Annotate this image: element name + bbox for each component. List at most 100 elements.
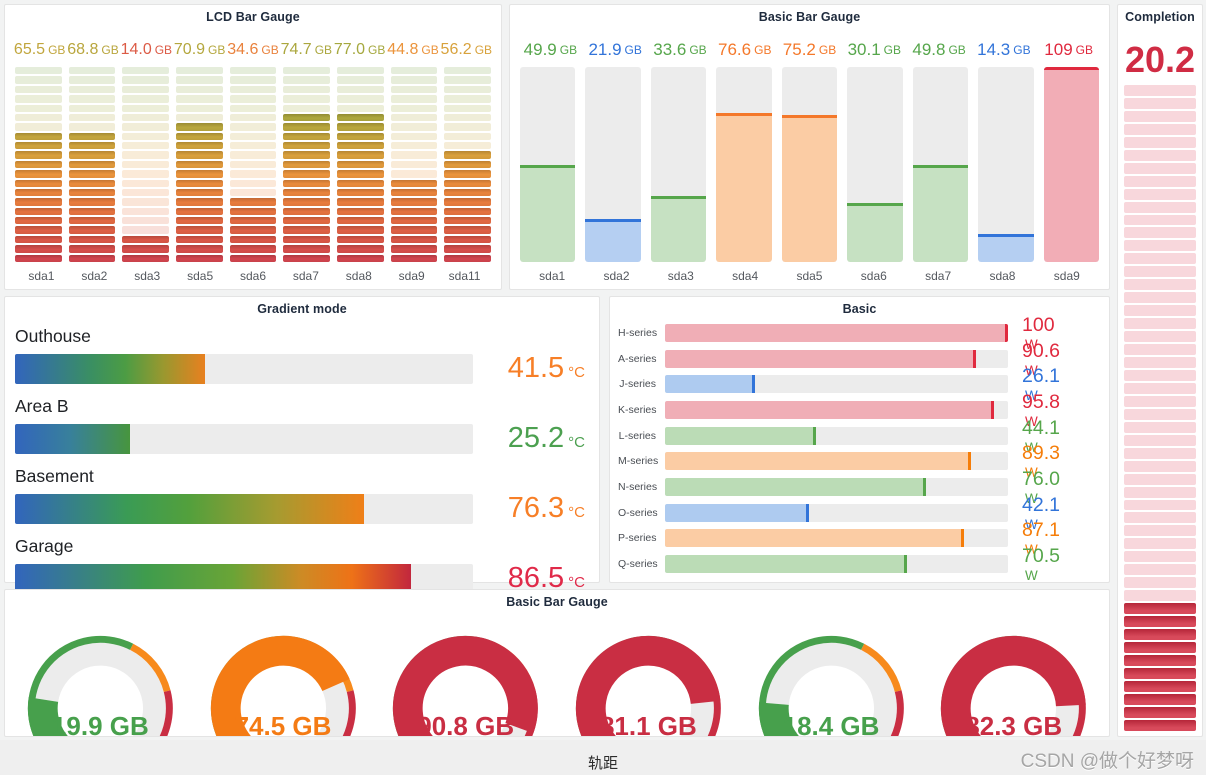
lcd-cell bbox=[283, 179, 331, 187]
panel-title-basic-bar-gauge-circular[interactable]: Basic Bar Gauge bbox=[506, 595, 608, 609]
basic-h-fill bbox=[665, 349, 976, 368]
basic-h-value-unit: W bbox=[1025, 388, 1038, 404]
gauge-arc bbox=[393, 635, 539, 736]
completion-cell bbox=[1124, 292, 1196, 304]
gradient-rows: Outhouse 41.5 °C Area B 25.2 °C Basement 76.3 °C… bbox=[15, 321, 591, 594]
lcd-cell bbox=[68, 226, 116, 234]
lcd-value-number: 56.2 bbox=[440, 41, 472, 58]
panel-title-lcd-bar-gauge[interactable]: LCD Bar Gauge bbox=[206, 10, 300, 24]
lcd-bar-column bbox=[68, 67, 116, 262]
lcd-cell bbox=[122, 151, 170, 159]
completion-cell bbox=[1124, 473, 1196, 485]
basic-h-value-unit: W bbox=[1025, 337, 1038, 352]
lcd-bar-column bbox=[176, 67, 223, 262]
lcd-cell bbox=[68, 170, 116, 178]
basic-bar-value-unit: GB bbox=[754, 43, 772, 57]
lcd-cell bbox=[122, 67, 170, 75]
completion-cell bbox=[1124, 240, 1196, 252]
basic-h-label: H-series bbox=[618, 327, 658, 339]
completion-cell bbox=[1124, 680, 1196, 692]
gauge-arc bbox=[941, 635, 1087, 736]
lcd-cell bbox=[390, 123, 438, 131]
lcd-cell bbox=[337, 198, 384, 206]
lcd-bar-grid bbox=[15, 67, 492, 262]
lcd-cell bbox=[15, 132, 62, 140]
lcd-cell bbox=[444, 151, 492, 159]
lcd-cell bbox=[229, 132, 277, 140]
basic-h-track bbox=[665, 375, 1008, 394]
lcd-cell bbox=[68, 76, 116, 84]
panel-title-gradient-mode[interactable]: Gradient mode bbox=[257, 302, 347, 316]
lcd-cell bbox=[68, 67, 116, 75]
lcd-cell bbox=[337, 123, 384, 131]
lcd-value-unit: GB bbox=[368, 43, 386, 57]
gradient-label: Basement bbox=[15, 466, 94, 486]
lcd-cell bbox=[337, 170, 384, 178]
lcd-cell bbox=[283, 245, 331, 253]
lcd-cell bbox=[122, 104, 170, 112]
gauge-value: 18.4 GB bbox=[782, 711, 880, 737]
lcd-cell bbox=[390, 207, 438, 215]
basic-h-fill bbox=[665, 554, 907, 573]
panel-title-basic[interactable]: Basic bbox=[842, 302, 877, 316]
completion-cell bbox=[1124, 654, 1196, 666]
gradient-label: Outhouse bbox=[15, 326, 91, 346]
completion-cell bbox=[1124, 460, 1196, 472]
basic-h-value: 89.3 W bbox=[1008, 442, 1105, 480]
lcd-cell bbox=[122, 179, 170, 187]
completion-cell bbox=[1124, 305, 1196, 317]
basic-h-value-number: 26.1 bbox=[1022, 365, 1060, 388]
lcd-value: 65.5 GB bbox=[13, 37, 66, 63]
lcd-cell bbox=[229, 142, 277, 150]
basic-h-value-unit: W bbox=[1025, 362, 1038, 378]
lcd-bar-label: sda1 bbox=[28, 269, 55, 283]
basic-bar-value: 30.1 GB bbox=[842, 37, 907, 63]
lcd-cell bbox=[337, 151, 384, 159]
panel-title-completion[interactable]: Completion bbox=[1125, 10, 1195, 24]
lcd-cell bbox=[337, 207, 384, 215]
gauge: 18.4 GB bbox=[740, 612, 923, 737]
basic-bar-label: sda6 bbox=[860, 269, 887, 283]
basic-bar-label: sda2 bbox=[603, 269, 630, 283]
lcd-cell bbox=[229, 85, 277, 94]
gradient-fill bbox=[15, 423, 131, 454]
lcd-cell bbox=[444, 235, 492, 244]
lcd-cell bbox=[68, 188, 116, 197]
lcd-cell bbox=[283, 170, 331, 178]
lcd-cell bbox=[444, 160, 492, 169]
basic-bar-value-number: 75.2 bbox=[782, 40, 816, 59]
lcd-cell bbox=[15, 235, 62, 244]
lcd-value-unit: GB bbox=[474, 43, 493, 57]
lcd-bar-label: sda8 bbox=[345, 269, 372, 283]
lcd-value: 44.8 GB bbox=[386, 37, 439, 63]
gradient-value: 86.5 °C bbox=[473, 562, 591, 595]
lcd-bar-column bbox=[122, 67, 170, 262]
completion-cell bbox=[1124, 641, 1196, 653]
lcd-cell bbox=[176, 217, 223, 225]
lcd-cell bbox=[229, 235, 277, 244]
completion-cell bbox=[1124, 421, 1196, 433]
completion-cell bbox=[1124, 629, 1196, 640]
completion-cell bbox=[1124, 499, 1196, 511]
panel-gradient-mode: Gradient mode Outhouse 41.5 °C Area B 25.2 °C… bbox=[4, 296, 600, 594]
lcd-cell bbox=[337, 67, 384, 75]
lcd-cell bbox=[68, 104, 116, 112]
basic-h-value-number: 87.1 bbox=[1022, 519, 1060, 542]
basic-bar-value: 33.6 GB bbox=[648, 37, 713, 63]
lcd-cell bbox=[283, 151, 331, 159]
gradient-track bbox=[15, 493, 473, 524]
lcd-cell bbox=[390, 245, 438, 253]
lcd-bar-label: sda3 bbox=[134, 269, 161, 283]
lcd-cell bbox=[176, 95, 223, 103]
lcd-cell bbox=[229, 170, 277, 178]
lcd-cell bbox=[15, 85, 62, 94]
panel-title-basic-bar-gauge[interactable]: Basic Bar Gauge bbox=[758, 10, 861, 24]
lcd-cell bbox=[68, 235, 116, 244]
lcd-cell bbox=[390, 198, 438, 206]
lcd-cell bbox=[68, 198, 116, 206]
lcd-cell bbox=[283, 67, 331, 75]
lcd-value-number: 70.9 bbox=[173, 41, 206, 58]
lcd-value: 70.9 GB bbox=[173, 37, 226, 63]
basic-h-fill bbox=[665, 452, 972, 471]
lcd-cell bbox=[283, 95, 331, 103]
